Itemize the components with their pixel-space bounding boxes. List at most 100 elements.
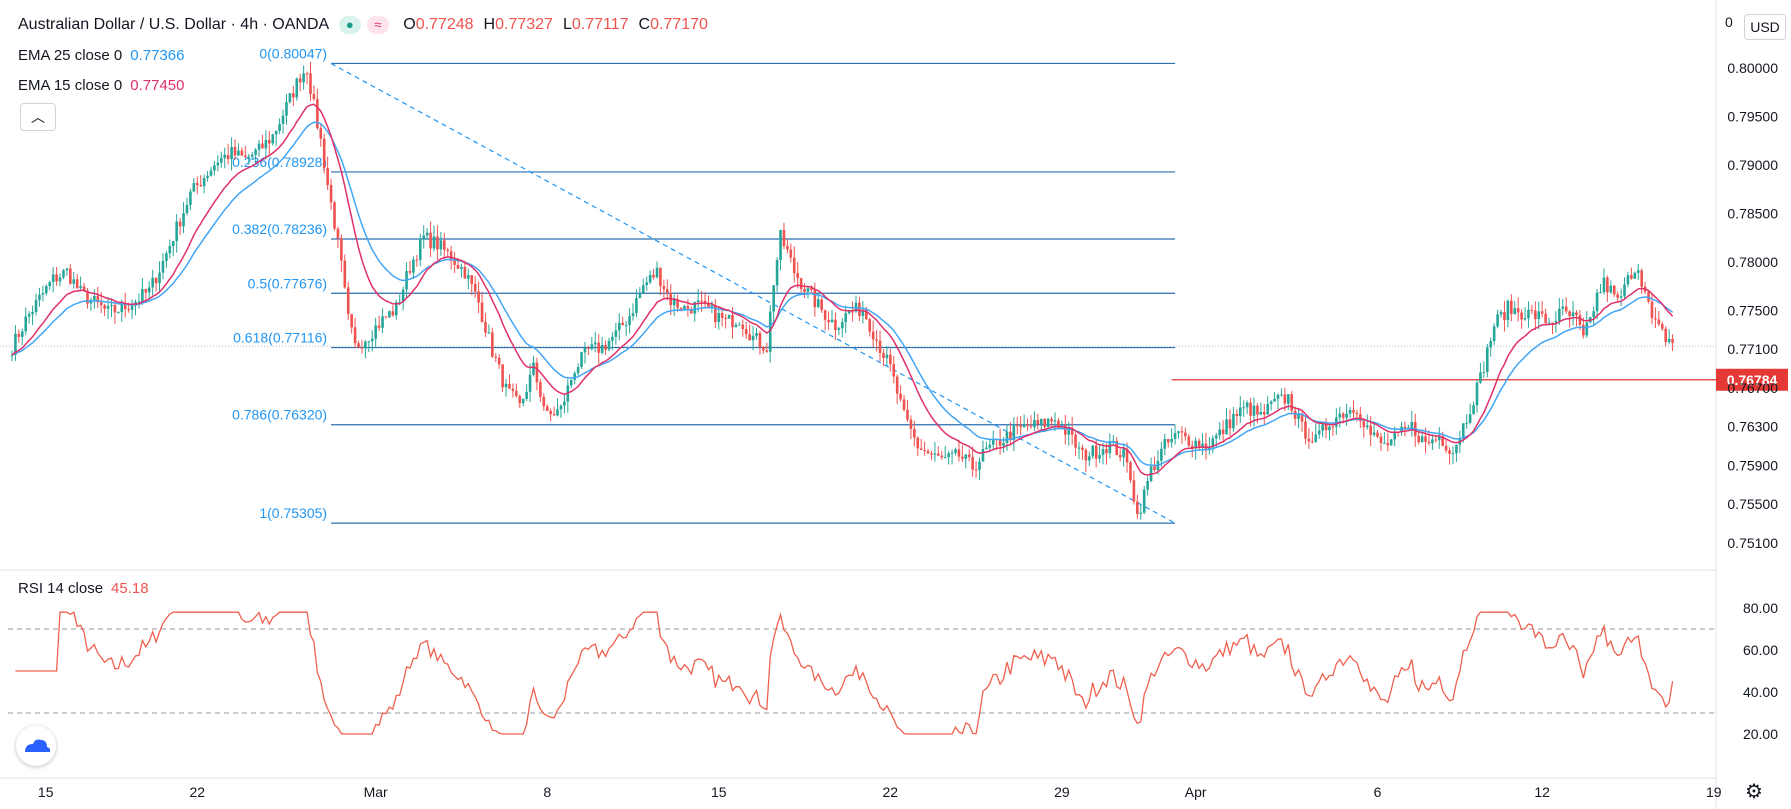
- price-tick-label: 0.77100: [1727, 341, 1778, 357]
- candle-body: [230, 147, 233, 160]
- candle-body: [117, 311, 120, 313]
- candle-body: [576, 367, 580, 374]
- time-tick-label: 22: [189, 784, 205, 800]
- candle-body: [247, 156, 251, 158]
- candle-body: [1005, 431, 1009, 443]
- candle-body: [645, 282, 649, 286]
- candle-body: [1039, 418, 1043, 425]
- candle-body: [587, 347, 590, 350]
- candle-body: [1015, 425, 1019, 427]
- approx-icon[interactable]: ≈: [366, 16, 389, 34]
- fib-trend-line: [330, 62, 1176, 524]
- collapse-legend-button[interactable]: ︿: [20, 103, 56, 131]
- candle-body: [295, 78, 299, 98]
- candle-body: [141, 289, 144, 302]
- candle-body: [384, 316, 388, 318]
- candle-body: [947, 453, 950, 458]
- candle-body: [55, 274, 58, 282]
- grid-lines: [0, 0, 1717, 809]
- candle-body: [24, 316, 28, 332]
- candle-body: [906, 409, 909, 420]
- candle-body: [1365, 425, 1369, 428]
- candle-body: [82, 286, 86, 291]
- candle-body: [93, 296, 96, 300]
- candle-body: [957, 449, 961, 457]
- candle-body: [782, 229, 786, 247]
- symbol-title[interactable]: Australian Dollar / U.S. Dollar · 4h · O…: [18, 16, 329, 34]
- candle-body: [1352, 410, 1355, 413]
- candle-body: [388, 311, 391, 318]
- candle-body: [919, 448, 923, 450]
- candle-body: [442, 240, 446, 250]
- candle-body: [199, 185, 203, 187]
- candle-body: [1571, 312, 1575, 317]
- candle-body: [967, 454, 971, 458]
- candle-body: [597, 342, 600, 353]
- candle-body: [1606, 277, 1609, 293]
- candle-body: [1070, 428, 1074, 435]
- candle-body: [580, 352, 583, 368]
- ema15-legend[interactable]: EMA 15 close 0 0.77450: [18, 77, 185, 94]
- candle-body: [933, 453, 937, 455]
- candle-body: [889, 354, 892, 365]
- candle-body: [1444, 445, 1448, 451]
- candle-body: [1530, 309, 1534, 311]
- candle-body: [1427, 441, 1431, 444]
- candle-body: [429, 232, 432, 249]
- candle-body: [1067, 428, 1071, 435]
- tradingview-logo-button[interactable]: [16, 726, 56, 766]
- candle-body: [1053, 420, 1057, 422]
- rsi-tick-label: 60.00: [1743, 642, 1778, 658]
- ema25-legend[interactable]: EMA 25 close 0 0.77366: [18, 47, 185, 64]
- candle-body: [340, 238, 343, 261]
- candle-body: [302, 73, 305, 83]
- candle-body: [274, 130, 278, 135]
- candle-body: [1160, 448, 1163, 461]
- ema-lines: [11, 103, 1674, 476]
- candle-body: [1619, 296, 1623, 298]
- candle-body: [195, 183, 199, 186]
- candle-body: [878, 340, 882, 354]
- candle-body: [360, 347, 364, 349]
- candle-body: [758, 332, 762, 348]
- candle-body: [75, 279, 79, 289]
- candle-body: [813, 289, 817, 308]
- candle-body: [1304, 421, 1307, 439]
- candle-body: [1046, 418, 1050, 427]
- candle-body: [1403, 426, 1407, 429]
- fib-level-label: 0.5(0.77676): [248, 275, 327, 291]
- candle-body: [1297, 413, 1300, 419]
- candle-body: [1262, 411, 1266, 415]
- candle-body: [1088, 456, 1091, 461]
- candle-body: [624, 324, 628, 326]
- candle-body: [185, 204, 189, 214]
- candle-body: [937, 453, 940, 456]
- candle-body: [892, 364, 896, 377]
- candle-body: [69, 268, 72, 284]
- price-and-time-axes[interactable]: 0.80000 0.79500 0.79000 0.78500 0.78000 0.775…: [38, 60, 1778, 800]
- ema25-line: [11, 121, 1674, 467]
- candle-body: [710, 305, 714, 308]
- rsi-legend[interactable]: RSI 14 close 45.18: [18, 580, 149, 597]
- candle-body: [528, 374, 532, 392]
- up-dot-icon[interactable]: ●: [338, 16, 361, 34]
- candle-body: [1238, 407, 1242, 417]
- candle-body: [1475, 382, 1479, 406]
- candle-body: [65, 268, 69, 271]
- candle-body: [885, 354, 889, 359]
- fibonacci-retracement[interactable]: 0(0.80047)0.236(0.78928)0.382(0.78236)0.…: [0, 45, 1788, 524]
- candle-body: [391, 311, 395, 316]
- candle-body: [988, 444, 992, 448]
- candle-body: [1245, 402, 1249, 408]
- currency-button[interactable]: USD: [1744, 14, 1786, 40]
- candle-body: [1118, 455, 1122, 458]
- candle-body: [786, 246, 789, 250]
- settings-gear-icon[interactable]: ⚙: [1745, 781, 1763, 803]
- candle-body: [851, 311, 854, 313]
- candle-body: [106, 305, 110, 309]
- horizontal-line-value: 0.76784: [1727, 372, 1778, 388]
- candle-body: [1105, 449, 1108, 454]
- candle-body: [768, 311, 772, 352]
- candle-body: [1499, 312, 1503, 315]
